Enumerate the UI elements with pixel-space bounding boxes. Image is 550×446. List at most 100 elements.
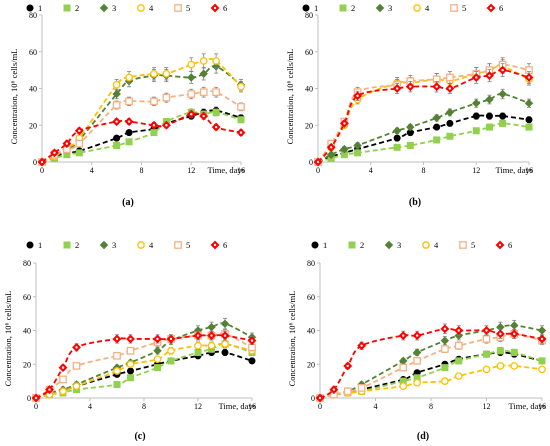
data-point-6-center [34,396,38,400]
legend-marker-4 [137,4,145,12]
data-point-4 [538,365,546,374]
data-point-6-center [53,151,56,155]
legend-marker-3 [375,3,385,13]
data-point-6-center [210,334,213,337]
data-point-4 [72,382,81,391]
y-tick-label: 80 [307,259,315,268]
data-point-6-center [223,334,227,337]
y-tick-label: 0 [27,394,31,403]
legend-label-5: 5 [462,3,466,13]
data-point-3 [112,89,121,99]
data-point-2 [406,141,414,149]
legend-label-1: 1 [38,240,42,250]
data-point-6-center [356,94,359,98]
data-point-5 [162,93,171,102]
data-point-4 [454,372,463,380]
legend-marker-5 [459,241,467,249]
data-point-6-center [61,366,65,369]
data-point-1 [499,112,507,120]
data-point-4 [113,367,121,375]
legend-label-5: 5 [186,3,190,13]
data-point-4 [399,382,408,391]
data-point-5 [126,346,135,355]
data-point-3 [440,336,450,345]
data-point-6-center [443,327,447,331]
legend-marker-6-center [489,6,493,10]
data-point-5 [482,335,491,343]
data-point-6-center [435,85,438,88]
legend-label-2: 2 [360,240,364,250]
data-point-6-center [202,114,205,118]
data-point-3 [392,126,402,135]
x-tick-label: 0 [40,166,44,175]
data-point-5 [441,345,449,353]
panel-caption: (d) [417,431,429,441]
legend-marker-2 [348,241,356,249]
data-point-6-center [48,388,51,391]
data-point-6-center [475,76,478,79]
data-point-6-center [527,76,531,79]
legend-marker-5 [174,241,182,249]
data-point-6-center [346,364,349,368]
x-axis-label: Time, days [208,165,245,175]
data-point-6-center [360,344,363,347]
data-point-1 [125,129,133,137]
y-tick-label: 0 [33,158,37,167]
legend-label-5: 5 [186,240,190,250]
x-tick-label: 0 [34,402,38,411]
data-point-6-center [78,129,81,132]
y-tick-label: 20 [305,121,313,130]
y-tick-label: 60 [305,48,313,57]
data-point-6-center [343,122,346,125]
data-point-6-center [395,87,399,90]
data-point-2 [212,108,220,116]
legend-label-3: 3 [112,3,116,13]
legend-label-4: 4 [149,240,154,250]
x-tick-label: 8 [422,166,426,175]
y-tick-label: 0 [311,394,315,403]
data-point-6-center [409,85,412,88]
data-point-3 [353,141,362,150]
data-point-2 [455,357,463,365]
legend-label-4: 4 [425,3,430,13]
series-line-4 [319,364,543,399]
data-point-5 [454,341,463,350]
legend-marker-1 [302,4,310,12]
data-point-4 [125,73,133,82]
x-tick-label: 12 [472,166,480,175]
data-point-1 [248,357,256,365]
data-point-5 [199,88,208,97]
data-point-1 [525,116,533,124]
data-point-2 [150,129,158,137]
data-point-6-center [115,120,118,123]
data-point-2 [113,141,121,149]
x-tick-label: 16 [237,166,245,175]
legend-marker-6-center [498,243,502,247]
x-tick-label: 8 [140,166,144,175]
data-point-5 [248,343,256,352]
data-point-4 [187,60,196,69]
data-point-6-center [415,334,419,337]
panel-caption: (a) [122,197,134,208]
y-axis-label: Concentration, 10⁶ cells/mL [9,49,19,145]
legend-marker-1 [26,241,34,249]
legend-marker-4 [137,241,145,249]
x-tick-label: 4 [88,402,92,411]
data-point-6-center [190,113,193,116]
legend-label-2: 2 [75,240,79,250]
data-point-3 [207,322,216,332]
data-point-3 [406,122,415,132]
data-point-3 [412,348,422,357]
data-point-2 [441,364,449,372]
data-point-6-center [75,346,78,349]
data-point-1 [127,367,135,375]
legend-label-6: 6 [223,3,227,13]
data-point-6-center [448,87,452,90]
panel-caption: (b) [409,197,421,208]
data-point-3 [537,326,547,335]
data-point-4 [207,341,216,350]
x-tick-label: 8 [429,402,433,411]
data-point-2 [393,143,401,151]
legend-label-6: 6 [499,3,503,13]
legend-label-5: 5 [471,240,475,250]
